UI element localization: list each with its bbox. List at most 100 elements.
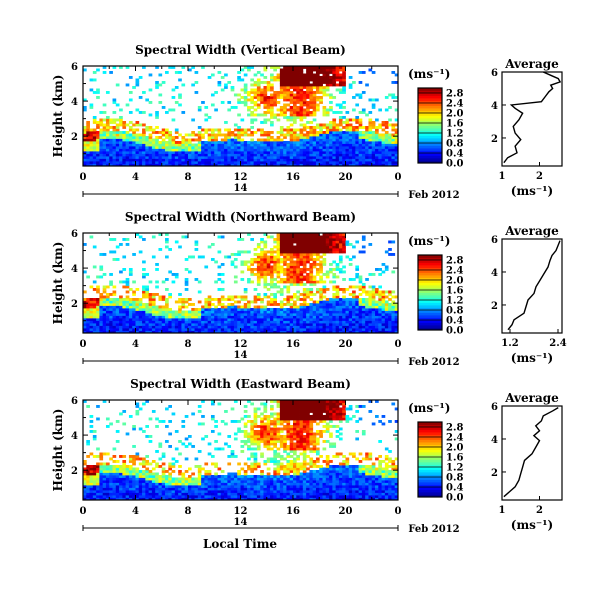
heatmap-cell xyxy=(233,148,238,152)
colorbar-step xyxy=(418,153,442,156)
heatmap-cell xyxy=(109,315,113,319)
colorbar-step xyxy=(418,305,442,308)
heatmap-cell xyxy=(96,91,100,94)
heatmap-cell xyxy=(122,477,127,481)
heatmap-cell xyxy=(345,111,350,114)
heatmap-cell xyxy=(302,73,307,77)
heatmap-cell xyxy=(368,305,373,309)
colorbar-step xyxy=(418,270,442,273)
heatmap-cell xyxy=(168,462,172,466)
day-label: 14 xyxy=(234,183,248,194)
heatmap-cell xyxy=(260,163,264,167)
heatmap-cell xyxy=(102,318,107,321)
heatmap-cell xyxy=(384,308,389,311)
heatmap-cell xyxy=(188,151,192,154)
heatmap-cell xyxy=(135,452,140,456)
heatmap-cell xyxy=(302,153,307,157)
heatmap-cell xyxy=(358,288,363,291)
heatmap-cell xyxy=(309,141,314,144)
heatmap-cell xyxy=(181,151,186,154)
heatmap-cell xyxy=(132,308,136,311)
heatmap-cell xyxy=(171,161,176,164)
heatmap-cell xyxy=(322,146,327,149)
heatmap-cell xyxy=(188,490,192,493)
heatmap-cell xyxy=(92,325,97,329)
heatmap-cell xyxy=(233,313,238,316)
heatmap-cell xyxy=(338,158,343,162)
heatmap-cell xyxy=(270,108,274,112)
heatmap-cell xyxy=(230,308,235,311)
heatmap-cell xyxy=(233,93,238,97)
colorbar-step xyxy=(418,297,442,301)
heatmap-cell xyxy=(315,96,320,99)
heatmap-cell xyxy=(128,490,133,493)
heatmap-cell xyxy=(96,315,100,319)
heatmap-cell xyxy=(391,305,396,309)
heatmap-cell xyxy=(122,467,127,471)
heatmap-cell xyxy=(296,161,300,164)
heatmap-cell xyxy=(279,93,284,97)
heatmap-cell xyxy=(315,303,320,306)
heatmap-cell xyxy=(358,118,363,122)
heatmap-cell xyxy=(161,492,166,496)
heatmap-cell xyxy=(243,313,248,316)
heatmap-cell xyxy=(132,472,136,476)
heatmap-cell xyxy=(148,318,153,321)
heatmap-cell xyxy=(276,113,281,117)
average-y-tick-label: 2 xyxy=(491,134,498,145)
heatmap-cell xyxy=(335,78,340,82)
heatmap-cell xyxy=(306,88,310,92)
heatmap-cell xyxy=(138,497,143,501)
heatmap-cell xyxy=(89,133,94,137)
heatmap-cell xyxy=(148,305,153,309)
heatmap-cell xyxy=(361,325,366,329)
heatmap-cell xyxy=(102,462,107,466)
heatmap-cell xyxy=(302,305,307,309)
heatmap-cell xyxy=(250,151,255,154)
heatmap-cell xyxy=(135,141,140,144)
heatmap-cell xyxy=(102,300,107,304)
heatmap-cell xyxy=(253,330,258,334)
heatmap-cell xyxy=(325,323,330,326)
heatmap-cell xyxy=(352,163,356,167)
heatmap-cell xyxy=(128,470,133,473)
heatmap-cell xyxy=(204,141,209,144)
heatmap-cell xyxy=(115,308,120,311)
heatmap-cell xyxy=(86,320,90,324)
heatmap-cell xyxy=(115,83,120,87)
heatmap-cell xyxy=(293,300,297,304)
heatmap-cell xyxy=(358,151,363,154)
heatmap-cell xyxy=(279,253,284,256)
heatmap-cell xyxy=(115,163,120,167)
heatmap-cell xyxy=(270,161,274,164)
heatmap-cell xyxy=(270,258,274,261)
heatmap-cell xyxy=(230,143,235,147)
heatmap-cell xyxy=(293,293,297,296)
heatmap-cell xyxy=(352,278,356,281)
colorbar-tick-label: 2.0 xyxy=(446,109,463,120)
heatmap-cell xyxy=(296,111,300,114)
heatmap-cell xyxy=(342,250,346,254)
heatmap-cell xyxy=(368,121,373,124)
heatmap-cell xyxy=(247,303,251,306)
heatmap-cell xyxy=(253,253,258,256)
heatmap-cell xyxy=(302,136,307,139)
heatmap-cell xyxy=(256,323,261,326)
heatmap-cell xyxy=(293,158,297,162)
heatmap-cell xyxy=(243,158,248,162)
heatmap-cell xyxy=(312,278,317,281)
heatmap-cell xyxy=(283,278,287,281)
heatmap-cell xyxy=(293,138,297,142)
heatmap-cell xyxy=(312,280,317,284)
heatmap-cell xyxy=(188,315,192,319)
heatmap-cell xyxy=(276,151,281,154)
heatmap-cell xyxy=(299,245,304,249)
heatmap-cell xyxy=(371,98,376,102)
heatmap-cell xyxy=(155,163,159,167)
heatmap-cell xyxy=(125,323,130,326)
heatmap-cell xyxy=(266,310,271,314)
heatmap-cell xyxy=(145,475,150,478)
heatmap-cell xyxy=(332,151,337,154)
heatmap-cell xyxy=(220,325,225,329)
heatmap-cell xyxy=(204,480,209,483)
